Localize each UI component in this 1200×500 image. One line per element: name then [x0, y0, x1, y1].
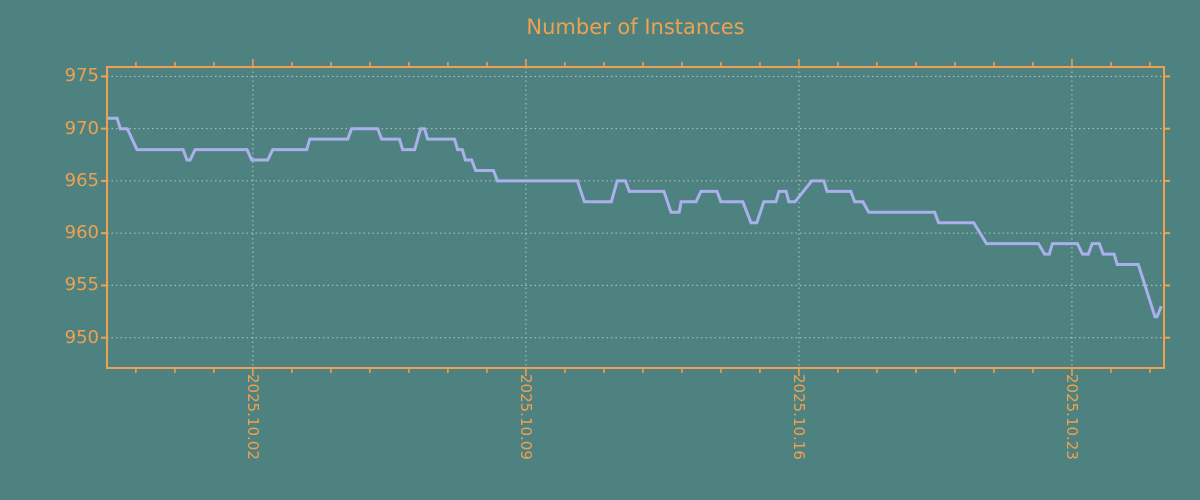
chart-title: Number of Instances: [526, 15, 745, 39]
y-axis-label: 970: [64, 117, 99, 139]
plot-svg: [101, 59, 1170, 376]
y-axis-label: 965: [64, 169, 99, 191]
y-axis-label: 960: [64, 222, 99, 244]
plot-area: [101, 59, 1170, 376]
x-axis-label: 2025.10.16: [789, 374, 808, 460]
x-axis-label: 2025.10.09: [516, 374, 535, 460]
plot-frame: [106, 66, 1165, 369]
y-axis-label: 955: [64, 274, 99, 296]
y-axis-label: 950: [64, 326, 99, 348]
instances-line: [107, 116, 1163, 319]
y-axis-label: 975: [64, 65, 99, 87]
x-axis-label: 2025.10.02: [243, 374, 262, 460]
x-axis-label: 2025.10.23: [1062, 374, 1081, 460]
